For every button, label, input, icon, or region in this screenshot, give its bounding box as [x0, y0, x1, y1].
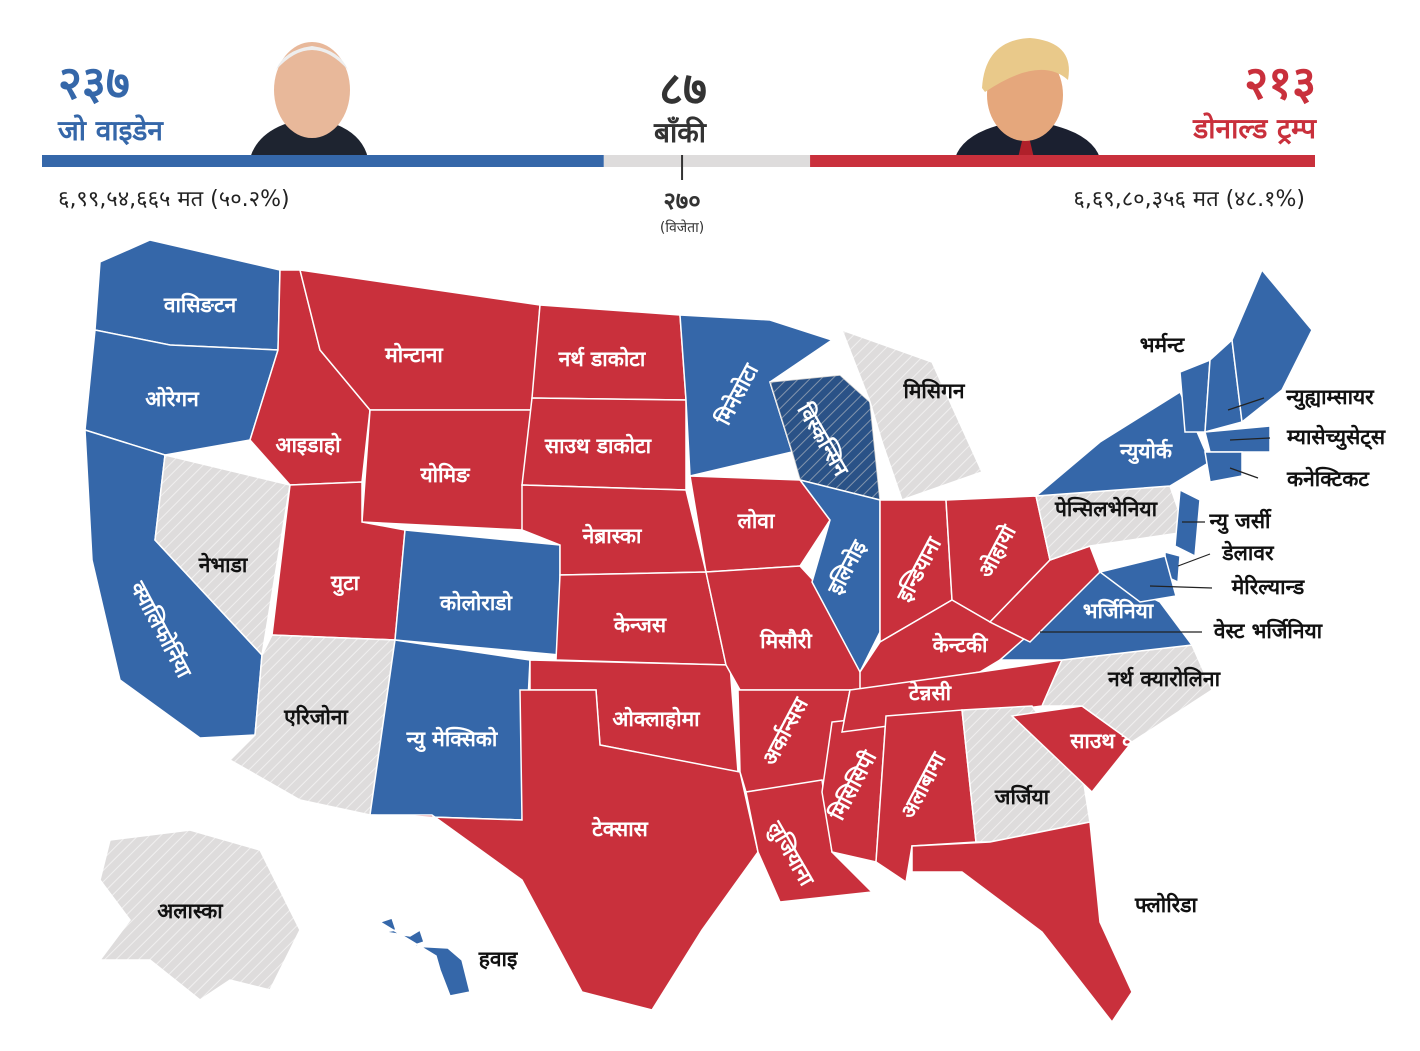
remaining-votes: ८७ [659, 62, 707, 116]
state-label: एरिजोना [283, 704, 349, 729]
state-label: टेक्सास [591, 816, 649, 841]
trump-name: डोनाल्ड ट्रम्प [1192, 112, 1317, 145]
trump-photo [955, 38, 1100, 158]
state-label: न्यु मेक्सिको [406, 726, 499, 753]
leader-line [1227, 397, 1265, 411]
trump-bar [810, 155, 1315, 167]
state-hatch [230, 635, 395, 815]
state-label: न्युह्याम्सायर [1285, 385, 1375, 411]
leader-line [1177, 553, 1211, 567]
state-hatch [1036, 486, 1186, 560]
state-label: डेलावर [1221, 540, 1275, 565]
remaining-bar [603, 155, 811, 167]
trump-popular: ६,६९,८०,३५६ मत (४८.१%) [1073, 187, 1305, 212]
state-hatch [842, 330, 982, 500]
state-label: लोवा [737, 508, 776, 533]
state [1098, 555, 1177, 603]
state-label: साउथ डाकोटा [544, 433, 653, 458]
state-label: युटा [330, 571, 361, 597]
state-label: नर्थ क्यारोलिना [1107, 666, 1222, 691]
state-label: केन्जस [613, 612, 667, 637]
leader-line [1149, 585, 1213, 589]
state-label: नर्थ डाकोटा [558, 346, 647, 371]
state [1204, 451, 1243, 483]
vote-bar [42, 155, 1315, 180]
leader-line [1229, 437, 1271, 441]
state-label: मोन्टाना [384, 342, 444, 367]
state-label: मिसौरी [759, 628, 813, 653]
state-label: म्यासेच्युसेट्स [1286, 424, 1386, 451]
state-label: पेन्सिलभेनिया [1054, 496, 1159, 521]
state-label: वेस्ट भर्जिनिया [1213, 618, 1324, 643]
state [378, 917, 471, 997]
state-label: मिसिगन [902, 378, 965, 403]
biden-popular: ६,९९,५४,६६५ मत (५०.२%) [58, 187, 290, 212]
trump-votes: २१३ [1244, 56, 1316, 110]
leader-line [1229, 467, 1259, 479]
state-hatch [100, 830, 300, 1000]
state [369, 689, 759, 1011]
biden-bar [42, 155, 604, 167]
state [1174, 488, 1201, 558]
state [689, 475, 831, 573]
state [911, 821, 1133, 1024]
state-hatch [155, 455, 290, 655]
state-label: वासिङटन [163, 292, 238, 317]
threshold-label: २७० [663, 187, 700, 215]
state-label: मेरिल्यान्ड [1231, 574, 1305, 599]
state [745, 779, 874, 903]
remaining-label: बाँकी [653, 116, 708, 149]
state-label: हवाइ [478, 947, 518, 971]
state-shade [770, 375, 880, 500]
state-label: योमिङ [420, 462, 472, 487]
state-label: नेभाडा [198, 552, 249, 577]
state-label: टेन्नसी [908, 680, 953, 705]
us-map: वासिङटनओरेगनक्यालिफोर्नियानेभाडाआइडाहोमो… [84, 239, 1386, 1024]
state-label: भर्मन्ट [1140, 332, 1186, 357]
state-hatch [1042, 645, 1212, 742]
state-label: आइडाहो [275, 432, 342, 457]
state-label: नेब्रास्का [582, 523, 643, 548]
state-label: जर्जिया [994, 784, 1051, 809]
state-label: न्यु जर्सी [1209, 508, 1272, 535]
state-label: केन्टकी [932, 632, 989, 657]
state [1204, 425, 1271, 453]
threshold-note: (विजेता) [660, 219, 704, 236]
biden-votes: २३७ [58, 56, 130, 110]
state-label: कनेक्टिकट [1286, 466, 1370, 491]
biden-photo [250, 42, 368, 158]
state-label: न्युयोर्क [1119, 438, 1173, 465]
state-label: फ्लोरिडा [1134, 892, 1198, 917]
state-label: कोलोराडो [439, 590, 514, 615]
state [1231, 268, 1313, 424]
state-label: अलास्का [157, 899, 224, 923]
biden-name: जो वाइडेन [57, 114, 164, 147]
state-hatch [770, 375, 880, 500]
state-hatch [962, 706, 1090, 842]
state-label: ओरेगन [145, 386, 200, 411]
state-label: ओक्लाहोमा [612, 706, 701, 731]
